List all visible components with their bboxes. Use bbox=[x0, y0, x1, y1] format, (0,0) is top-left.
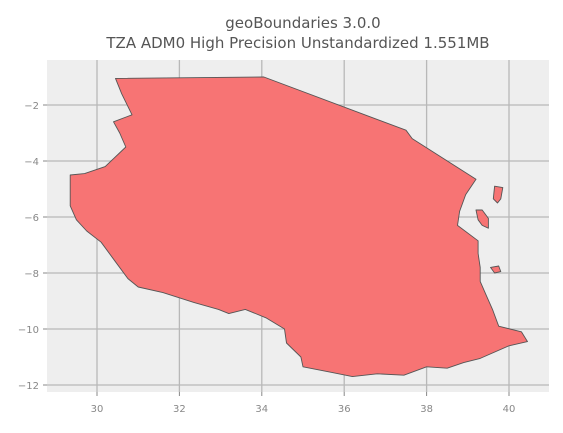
x-tick-label: 36 bbox=[338, 404, 351, 415]
island-shape bbox=[475, 209, 489, 229]
y-tick-label: −12 bbox=[18, 381, 39, 392]
mainland-shape bbox=[69, 76, 528, 378]
figure-title-line-1: geoBoundaries 3.0.0 bbox=[225, 14, 380, 32]
x-tick-label: 32 bbox=[173, 404, 186, 415]
y-tick-label: −10 bbox=[18, 325, 39, 336]
x-tick-label: 40 bbox=[503, 404, 516, 415]
x-tick-label: 34 bbox=[255, 404, 268, 415]
country-outline bbox=[69, 76, 528, 378]
y-tick-label: −2 bbox=[24, 101, 39, 112]
figure-title-line-2: TZA ADM0 High Precision Unstandardized 1… bbox=[105, 34, 489, 52]
x-tick-label: 30 bbox=[91, 404, 104, 415]
x-tick-label: 38 bbox=[420, 404, 433, 415]
axis-ticks: 30 32 34 36 38 40 −2 −4 −6 −8 −10 −12 bbox=[18, 101, 515, 415]
island-shape bbox=[490, 265, 502, 274]
y-tick-label: −8 bbox=[24, 269, 39, 280]
y-tick-label: −4 bbox=[24, 157, 39, 168]
island-shape bbox=[492, 185, 504, 204]
y-tick-label: −6 bbox=[24, 213, 39, 224]
